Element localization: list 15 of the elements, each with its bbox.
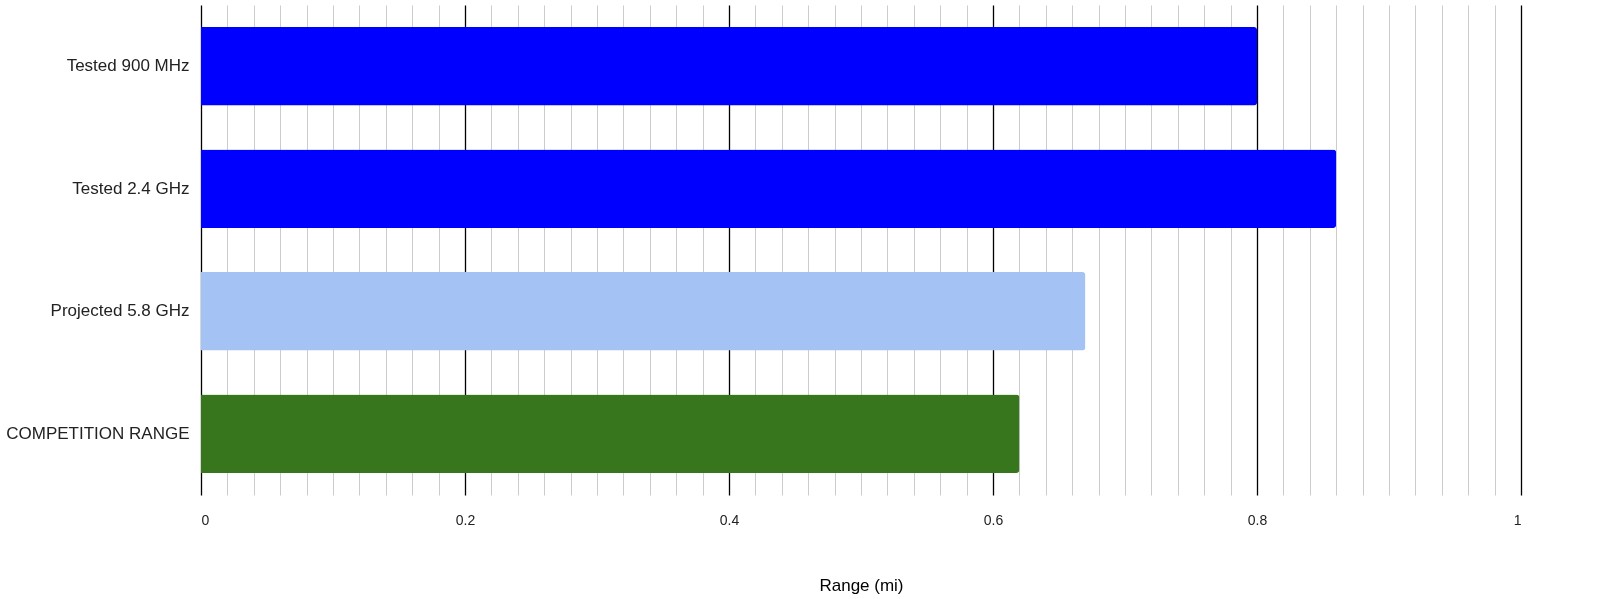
y-tick-label: COMPETITION RANGE [6, 423, 190, 443]
x-tick-label: 0.8 [1247, 511, 1268, 528]
y-tick-label: Tested 900 MHz [66, 56, 190, 76]
x-tick-label: 0.4 [719, 511, 740, 528]
bar [201, 272, 1086, 351]
x-tick-label: 0.2 [455, 511, 476, 528]
x-tick-label: 0.6 [983, 511, 1004, 528]
bar [201, 394, 1020, 473]
y-tick-label: Projected 5.8 GHz [50, 301, 190, 321]
y-tick-label: Tested 2.4 GHz [72, 178, 190, 198]
x-tick-label: 1 [1513, 511, 1522, 528]
x-axis-title: Range (mi) [819, 575, 904, 595]
bar [201, 149, 1337, 228]
x-tick-label: 0 [201, 511, 210, 528]
bar [201, 27, 1257, 106]
